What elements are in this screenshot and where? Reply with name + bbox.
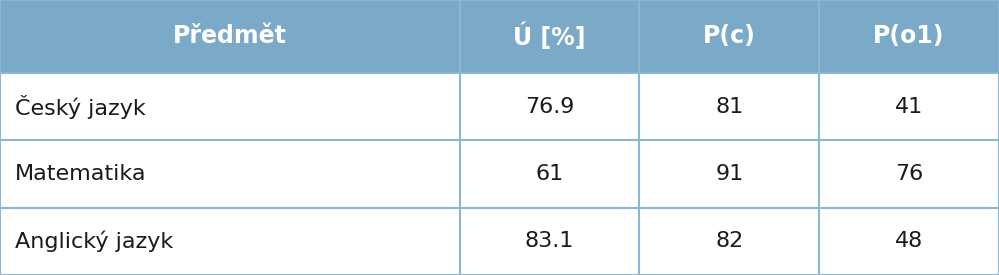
Text: 91: 91 [715, 164, 743, 184]
Bar [639, 208, 819, 275]
Text: P(c): P(c) [703, 24, 755, 48]
Bar [819, 208, 999, 275]
Text: 82: 82 [715, 231, 743, 251]
Text: 61: 61 [535, 164, 563, 184]
Text: 48: 48 [895, 231, 923, 251]
Bar [460, 208, 639, 275]
Text: Anglický jazyk: Anglický jazyk [15, 230, 173, 252]
Text: P(o1): P(o1) [873, 24, 945, 48]
Text: 83.1: 83.1 [524, 231, 574, 251]
Bar [819, 0, 999, 73]
Text: 41: 41 [895, 97, 923, 117]
Text: Ú [%]: Ú [%] [513, 23, 585, 50]
Text: 76.9: 76.9 [524, 97, 574, 117]
Bar [639, 0, 819, 73]
Text: 76: 76 [895, 164, 923, 184]
Bar [639, 73, 819, 140]
Bar [0, 0, 460, 73]
Text: Matematika: Matematika [15, 164, 147, 184]
Bar [819, 140, 999, 208]
Bar [0, 73, 460, 140]
Bar [0, 140, 460, 208]
Bar [460, 0, 639, 73]
Bar [460, 73, 639, 140]
Bar [0, 208, 460, 275]
Text: 81: 81 [715, 97, 743, 117]
Bar [819, 73, 999, 140]
Text: Předmět: Předmět [173, 24, 287, 48]
Bar [460, 140, 639, 208]
Bar [639, 140, 819, 208]
Text: Český jazyk: Český jazyk [15, 95, 146, 119]
